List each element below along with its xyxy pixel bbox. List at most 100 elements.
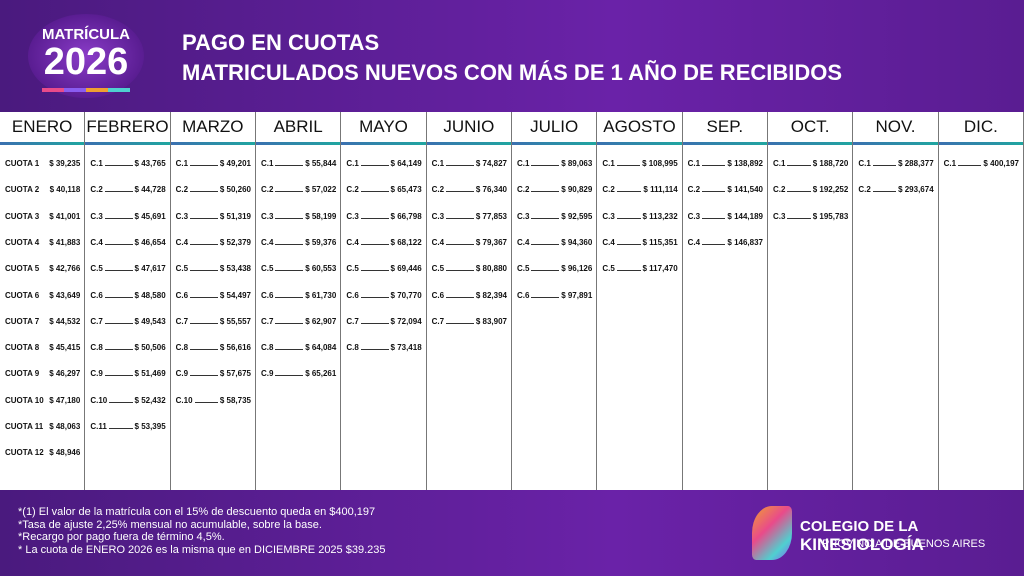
column: JULIO C.1 $ 89,063 C.2 $ 90,829 C.3 $ 92,595 C.… [512, 112, 598, 490]
fee-label: C.6 [90, 290, 103, 300]
leader-line [616, 217, 641, 219]
leader-line [104, 270, 133, 272]
fee-row: CUOTA 10 $ 47,180 [5, 393, 80, 405]
leader-line [531, 270, 560, 272]
leader-line [275, 270, 304, 272]
column: ABRIL C.1 $ 55,844 C.2 $ 57,022 C.3 $ 58,199 C.… [256, 112, 342, 490]
fee-amount: $ 45,691 [134, 211, 166, 221]
fee-row: C.6 $ 82,394 [432, 288, 507, 300]
leader-line [190, 322, 218, 324]
fee-amount: $ 47,180 [49, 395, 81, 405]
leader-line [446, 217, 474, 219]
leader-line [446, 243, 474, 245]
fee-row: C.8 $ 50,506 [90, 340, 165, 352]
fee-label: CUOTA 1 [5, 159, 40, 168]
fee-row: C.6 $ 48,580 [90, 288, 165, 300]
fee-label: C.2 [261, 185, 274, 195]
fee-row: C.7 $ 72,094 [346, 314, 421, 326]
fee-label: C.7 [346, 316, 359, 326]
column-header: ENERO [0, 112, 85, 145]
fee-amount: $ 97,891 [561, 290, 593, 300]
fee-amount: $ 82,394 [475, 290, 507, 300]
fee-amount: $ 74,827 [475, 159, 507, 168]
fee-row: C.5 $ 47,617 [90, 261, 165, 273]
fee-row: CUOTA 2 $ 40,118 [5, 182, 80, 194]
fee-row: C.3 $ 66,798 [346, 209, 421, 221]
leader-line [531, 217, 560, 219]
leader-line [702, 243, 726, 245]
logo-text: COLEGIO DE LA [800, 518, 918, 535]
fee-label: C.2 [602, 185, 615, 195]
column-header: NOV. [853, 112, 938, 145]
badge: MATRÍCULA 2026 [28, 14, 144, 98]
leader-line [108, 428, 133, 429]
title-line1: PAGO EN CUOTAS [182, 30, 380, 55]
fee-label: C.5 [261, 264, 274, 274]
fee-label: C.3 [175, 211, 189, 221]
fee-label: C.4 [687, 237, 701, 247]
leader-line [275, 296, 304, 298]
fee-amount: $ 57,675 [219, 369, 251, 379]
logo-line2: PROVINCIA DE BUENOS AIRES [822, 538, 986, 550]
column-header: AGOSTO [597, 112, 682, 145]
fee-amount: $ 55,557 [219, 316, 251, 326]
fee-amount: $ 41,001 [49, 211, 81, 221]
fee-label: CUOTA 6 [5, 290, 40, 300]
fee-row: CUOTA 12 $ 48,946 [5, 445, 80, 457]
fee-row: C.9 $ 51,469 [90, 366, 165, 378]
fee-label: C.4 [517, 237, 530, 247]
leader-line [616, 243, 641, 245]
logo-text-bold: KINESIOLOGÍA [800, 535, 924, 554]
fee-label: C.7 [431, 316, 445, 326]
fee-amount: $ 195,783 [812, 211, 849, 221]
fee-amount: $ 42,766 [49, 264, 81, 274]
fee-row: C.1 $ 55,844 [261, 156, 336, 168]
fee-amount: $ 80,880 [475, 264, 507, 274]
table: ENERO CUOTA 1 $ 39,235 CUOTA 2 $ 40,118 CUOTA… [0, 112, 1024, 490]
fee-row: C.2 $ 50,260 [176, 182, 251, 194]
leader-line [616, 191, 642, 193]
fee-row: C.2 $ 90,829 [517, 182, 592, 194]
fee-amount: $ 83,907 [475, 316, 507, 326]
leader-line [787, 165, 811, 166]
fee-row: C.1 $ 108,995 [602, 156, 677, 168]
fee-row: C.4 $ 115,351 [602, 235, 677, 247]
fee-row: CUOTA 7 $ 44,532 [5, 314, 80, 326]
fee-amount: $ 73,418 [390, 343, 422, 353]
fee-label: C.5 [431, 264, 445, 274]
fee-label: C.1 [602, 159, 615, 168]
fee-label: C.4 [346, 237, 359, 247]
fee-label: C.4 [431, 237, 445, 247]
fee-amount: $ 46,654 [134, 237, 166, 247]
fee-amount: $ 56,616 [219, 343, 251, 353]
fee-label: C.10 [175, 395, 193, 405]
logo-line1: COLEGIO DE LA KINESIOLOGÍA [800, 518, 1024, 555]
leader-line [275, 375, 304, 377]
fee-amount: $ 76,340 [475, 185, 507, 195]
fee-label: C.1 [517, 159, 530, 168]
fee-row: C.3 $ 113,232 [602, 209, 677, 221]
fee-row: CUOTA 1 $ 39,235 [5, 156, 80, 168]
fee-amount: $ 400,197 [983, 159, 1019, 168]
fee-label: C.2 [773, 185, 786, 195]
fee-row: C.4 $ 146,837 [688, 235, 763, 247]
fee-amount: $ 65,473 [390, 185, 422, 195]
fee-amount: $ 50,260 [219, 185, 251, 195]
fee-amount: $ 47,617 [134, 264, 166, 274]
fee-row: C.1 $ 288,377 [858, 156, 933, 168]
fee-amount: $ 293,674 [898, 185, 934, 195]
fee-label: C.2 [687, 185, 701, 195]
fee-label: CUOTA 3 [5, 211, 40, 221]
note: * La cuota de ENERO 2026 es la misma que… [18, 543, 386, 556]
fee-label: C.1 [175, 159, 189, 168]
fee-row: C.2 $ 111,114 [602, 182, 677, 194]
fee-row: C.9 $ 57,675 [176, 366, 251, 378]
fee-row: C.2 $ 141,540 [688, 182, 763, 194]
leader-line [531, 191, 560, 193]
fee-label: CUOTA 5 [5, 264, 40, 274]
fee-row: C.4 $ 94,360 [517, 235, 592, 247]
fee-label: C.8 [175, 343, 189, 353]
leader-line [275, 243, 304, 245]
fee-label: C.9 [90, 369, 103, 379]
